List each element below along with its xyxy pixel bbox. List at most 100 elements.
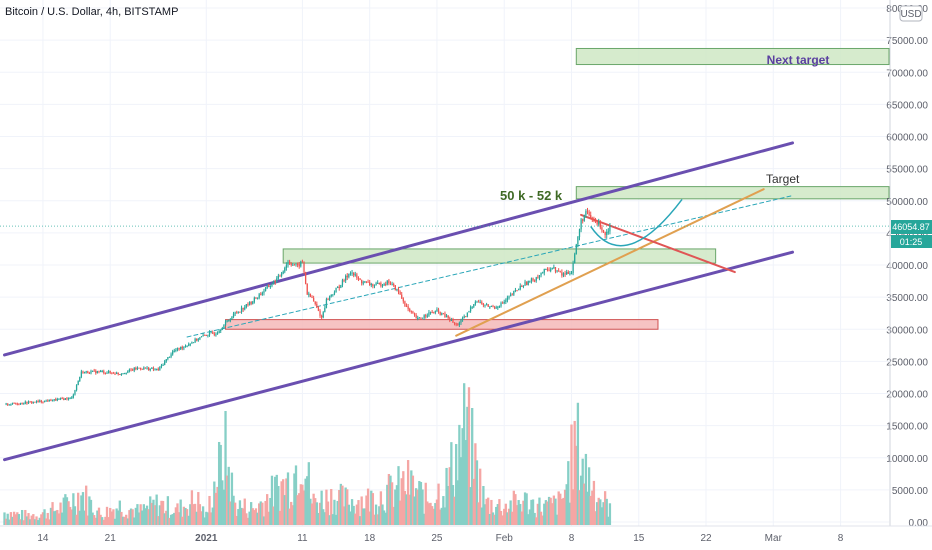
volume-bar bbox=[152, 499, 155, 525]
candle-body bbox=[120, 374, 123, 376]
volume-bar bbox=[44, 518, 48, 525]
volume-bar bbox=[474, 443, 477, 525]
candle-body bbox=[582, 219, 584, 221]
volume-bar bbox=[110, 511, 113, 525]
candle-body bbox=[365, 281, 368, 283]
candle-body bbox=[490, 305, 493, 307]
time-axis[interactable]: 14 21 2021 11 18 25 Feb 8 15 22 Mar 8 bbox=[37, 533, 843, 544]
volume-bar bbox=[381, 504, 384, 525]
currency-badge[interactable]: USD bbox=[899, 5, 923, 22]
volume-bar bbox=[35, 516, 38, 525]
volume-bar bbox=[490, 499, 493, 525]
candle-body bbox=[47, 400, 49, 402]
volume-bar bbox=[346, 489, 349, 525]
candle-body bbox=[553, 267, 555, 269]
channel-midline bbox=[186, 195, 794, 338]
drawings[interactable] bbox=[0, 141, 889, 462]
volume-bar bbox=[379, 491, 383, 525]
candle-body bbox=[167, 357, 169, 360]
candle-body bbox=[178, 347, 180, 350]
volume-bar bbox=[595, 502, 599, 525]
volume-bar bbox=[325, 489, 328, 525]
volume-bar bbox=[422, 513, 426, 525]
volume-bar bbox=[24, 509, 27, 525]
volume-bar bbox=[382, 510, 386, 525]
candle-body bbox=[394, 285, 396, 291]
candle-body bbox=[143, 367, 145, 370]
volume-bar bbox=[155, 494, 158, 525]
volume-bar bbox=[480, 507, 483, 525]
volume-bar bbox=[434, 503, 437, 525]
volume-bar bbox=[72, 493, 75, 525]
volume-bar bbox=[515, 505, 519, 525]
candle-body bbox=[290, 263, 292, 266]
volume-bar bbox=[272, 506, 275, 525]
volume-bar bbox=[219, 444, 222, 525]
candle-body bbox=[511, 294, 513, 296]
candle-body bbox=[144, 367, 147, 369]
candle-body bbox=[196, 338, 198, 341]
volume-bar bbox=[398, 500, 402, 525]
volume-bar bbox=[307, 462, 310, 525]
volume-bar bbox=[288, 508, 291, 525]
candle-body bbox=[534, 280, 536, 282]
candle-body bbox=[42, 401, 44, 403]
volume-bar bbox=[330, 488, 333, 525]
volume-bar bbox=[491, 512, 495, 525]
zones[interactable] bbox=[225, 47, 890, 330]
price-axis[interactable]: 0.00 5000.00 10000.00 15000.00 20000.00 25000… bbox=[886, 4, 928, 529]
candle-body bbox=[308, 293, 310, 295]
volume-bar bbox=[496, 504, 499, 525]
candle-body bbox=[442, 313, 444, 315]
candle-body bbox=[487, 304, 489, 307]
volume-bar bbox=[182, 506, 186, 525]
volume-bar bbox=[453, 496, 456, 525]
volume-bar bbox=[97, 507, 101, 525]
candle-body bbox=[157, 368, 159, 370]
candle-body bbox=[146, 367, 148, 369]
candle-body bbox=[258, 294, 260, 298]
volume-bar bbox=[450, 442, 453, 525]
volume-bar bbox=[171, 514, 174, 525]
candle-body bbox=[417, 318, 419, 320]
candle-body bbox=[269, 285, 272, 287]
candle-body bbox=[45, 400, 47, 402]
candle-body bbox=[293, 264, 296, 266]
volume-bar bbox=[536, 503, 540, 525]
candle-body bbox=[463, 316, 465, 318]
candle-body bbox=[421, 317, 424, 319]
candle-body bbox=[401, 294, 403, 299]
candle-body bbox=[75, 385, 78, 391]
volume-bar bbox=[280, 481, 283, 525]
volume-bar bbox=[463, 383, 466, 525]
candle-body bbox=[501, 302, 504, 304]
volume-bar bbox=[498, 499, 501, 525]
y-tick-label: 30000.00 bbox=[886, 325, 928, 336]
volume-bar bbox=[65, 497, 69, 525]
candle-body bbox=[606, 231, 608, 235]
candle-body bbox=[224, 321, 227, 325]
candle-body bbox=[529, 280, 531, 282]
volume-bar bbox=[331, 514, 334, 525]
candle-body bbox=[56, 399, 58, 401]
candle-body bbox=[50, 399, 52, 402]
volume-bar bbox=[158, 505, 162, 525]
volume-bar bbox=[129, 508, 133, 525]
volume-bar bbox=[366, 488, 370, 525]
volume-bar bbox=[137, 512, 141, 525]
volume-bar bbox=[243, 498, 246, 525]
candle-body bbox=[543, 269, 545, 273]
candle-body bbox=[87, 371, 89, 374]
candle-body bbox=[593, 219, 595, 221]
volume-bar bbox=[323, 512, 326, 525]
volume-bar bbox=[267, 511, 270, 525]
volume-bar bbox=[384, 512, 387, 525]
candle-body bbox=[244, 307, 246, 310]
volume-bars bbox=[3, 383, 612, 525]
candle-body bbox=[27, 401, 30, 404]
volume-bar bbox=[525, 493, 528, 525]
volume-bar bbox=[522, 500, 525, 525]
candle-body bbox=[16, 403, 18, 405]
candle-body bbox=[268, 285, 270, 287]
